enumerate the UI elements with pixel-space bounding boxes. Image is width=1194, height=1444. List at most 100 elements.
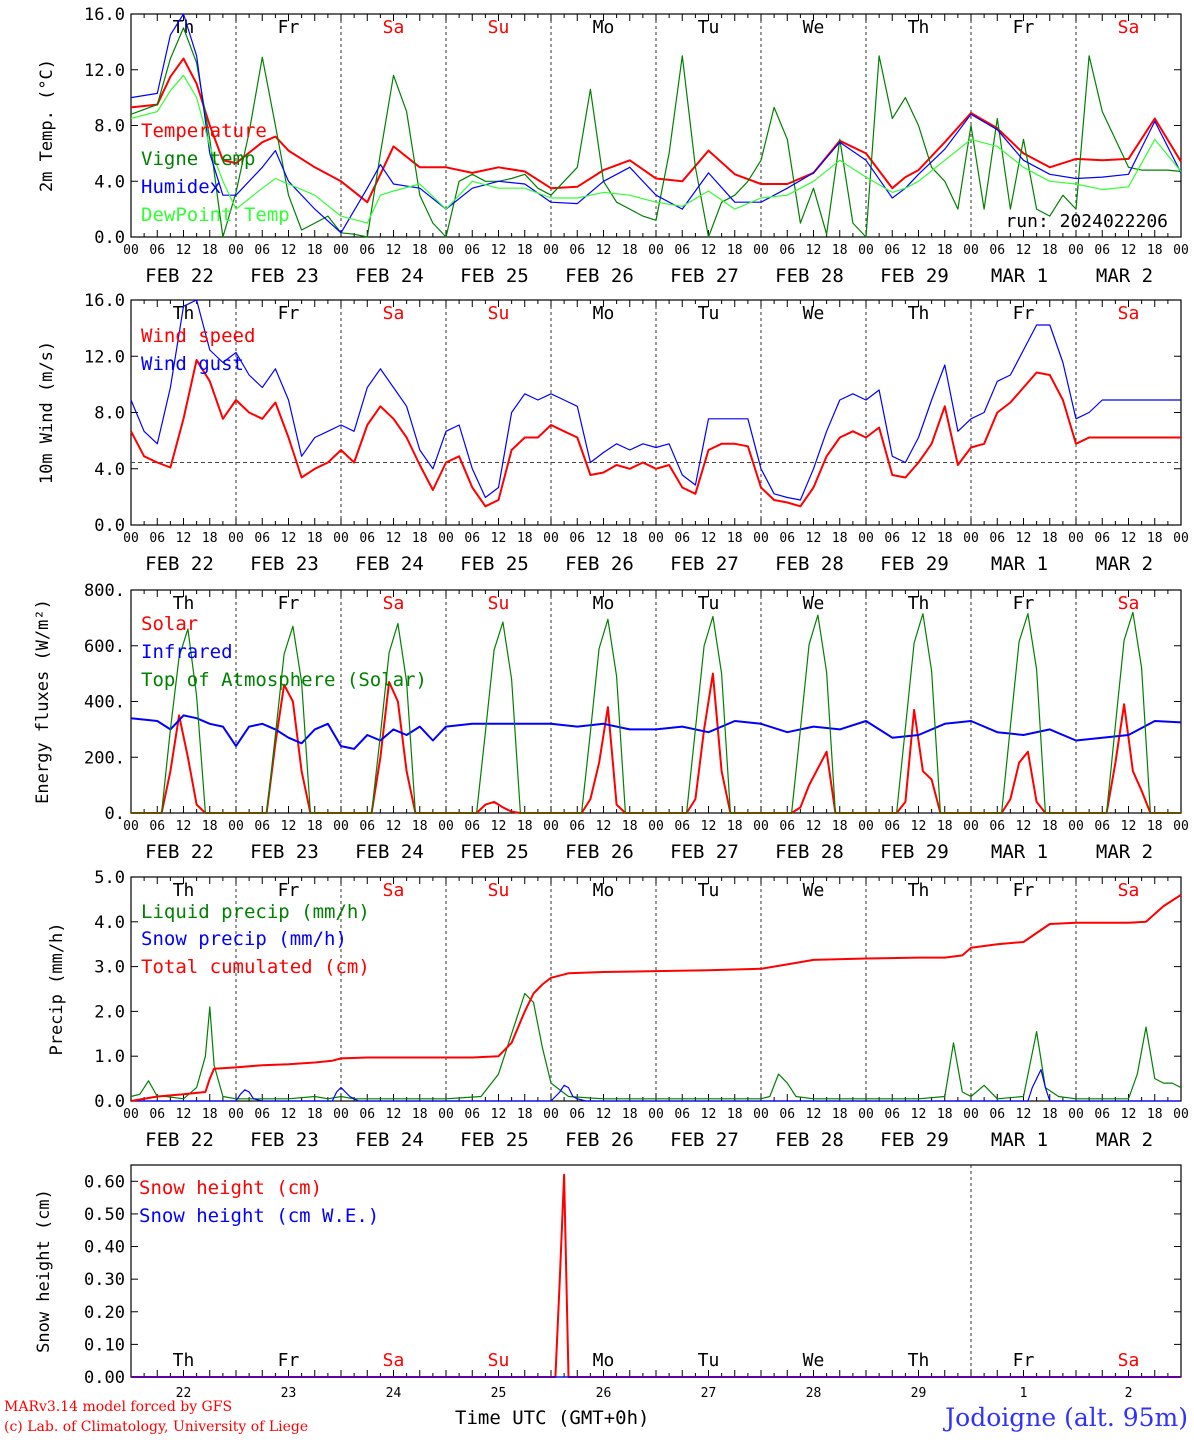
hour-tick-label: 18 <box>622 531 638 546</box>
y-tick-label: 12.0 <box>84 61 125 81</box>
hour-tick-label: 06 <box>674 243 690 258</box>
hour-tick-label: 18 <box>1042 243 1058 258</box>
day-abbr: Sa <box>1118 303 1140 324</box>
date-label: FEB 26 <box>565 1129 634 1151</box>
date-label: FEB 29 <box>880 841 949 863</box>
hour-tick-label: 00 <box>543 1107 559 1122</box>
hour-tick-label: 06 <box>569 243 585 258</box>
hour-tick-label: 00 <box>1068 819 1084 834</box>
date-label: FEB 27 <box>670 841 739 863</box>
y-tick-label: 0.10 <box>84 1335 125 1355</box>
date-label: MAR 2 <box>1096 1129 1153 1151</box>
hour-tick-label: 18 <box>202 243 218 258</box>
day-abbr: Th <box>173 880 195 901</box>
hour-tick-label: 00 <box>333 819 349 834</box>
legend-entry: Temperature <box>141 120 267 142</box>
hour-tick-label: 12 <box>701 1107 717 1122</box>
hour-tick-label: 00 <box>543 819 559 834</box>
legend-entry: Solar <box>141 613 198 635</box>
hour-tick-label: 18 <box>1147 531 1163 546</box>
hour-tick-label: 18 <box>1147 243 1163 258</box>
hour-tick-label: 06 <box>779 531 795 546</box>
hour-tick-label: 00 <box>648 531 664 546</box>
hour-tick-label: 18 <box>1147 819 1163 834</box>
legend-entry: Humidex <box>141 176 221 198</box>
day-abbr: Sa <box>1118 17 1140 38</box>
hour-tick-label: 00 <box>963 1107 979 1122</box>
hour-tick-label: 00 <box>858 819 874 834</box>
hour-tick-label: 00 <box>228 531 244 546</box>
hour-tick-label: 00 <box>1173 819 1189 834</box>
hour-tick-label: 00 <box>753 531 769 546</box>
date-short-label: 2 <box>1125 1386 1133 1401</box>
hour-tick-label: 00 <box>963 531 979 546</box>
hour-tick-label: 18 <box>832 531 848 546</box>
date-label: FEB 23 <box>250 553 319 575</box>
y-tick-label: 4.0 <box>94 172 125 192</box>
day-abbr: Mo <box>593 303 615 324</box>
hour-tick-label: 18 <box>622 1107 638 1122</box>
hour-tick-label: 12 <box>806 819 822 834</box>
day-abbr: Tu <box>698 303 720 324</box>
y-tick-label: 4.0 <box>94 913 125 933</box>
hour-tick-label: 12 <box>1016 531 1032 546</box>
date-label: FEB 24 <box>355 553 424 575</box>
hour-tick-label: 12 <box>176 819 192 834</box>
date-label: FEB 28 <box>775 265 844 287</box>
legend-entry: Wind gust <box>141 353 244 375</box>
y-tick-label: 0.50 <box>84 1205 125 1225</box>
hour-tick-label: 18 <box>517 531 533 546</box>
model-credit: MARv3.14 model forced by GFS <box>4 1399 233 1415</box>
hour-tick-label: 12 <box>1016 243 1032 258</box>
hour-tick-label: 06 <box>779 243 795 258</box>
y-tick-label: 0.40 <box>84 1238 125 1258</box>
legend-entry: Liquid precip (mm/h) <box>141 901 370 923</box>
date-label: FEB 24 <box>355 265 424 287</box>
panel-frame <box>130 299 1182 526</box>
y-tick-label: 5.0 <box>94 868 125 888</box>
hour-tick-label: 18 <box>622 243 638 258</box>
hour-tick-label: 12 <box>1121 531 1137 546</box>
hour-tick-label: 00 <box>753 819 769 834</box>
hour-tick-label: 18 <box>832 243 848 258</box>
date-label: FEB 28 <box>775 1129 844 1151</box>
y-tick-label: 0.0 <box>94 516 125 536</box>
hour-tick-label: 12 <box>176 243 192 258</box>
hour-tick-label: 06 <box>1094 243 1110 258</box>
series-line-wind-gust <box>130 299 1181 501</box>
y-tick-label: 16.0 <box>84 5 125 25</box>
series-line-snow-precip-mm-h- <box>131 1068 1181 1102</box>
legend-entry: Infrared <box>141 641 233 663</box>
hour-tick-label: 00 <box>438 1107 454 1122</box>
hour-tick-label: 18 <box>517 243 533 258</box>
hour-tick-label: 06 <box>1094 819 1110 834</box>
hour-tick-label: 12 <box>386 819 402 834</box>
hour-tick-label: 12 <box>911 1107 927 1122</box>
hour-tick-label: 00 <box>1068 531 1084 546</box>
hour-tick-label: 18 <box>307 819 323 834</box>
y-tick-label: 0.0 <box>94 228 125 248</box>
hour-tick-label: 06 <box>149 243 165 258</box>
day-abbr: We <box>803 1350 825 1371</box>
hour-tick-label: 06 <box>254 531 270 546</box>
x-axis-time-label: Time UTC (GMT+0h) <box>455 1407 650 1429</box>
day-abbr: Tu <box>698 1350 720 1371</box>
date-label: FEB 22 <box>145 265 214 287</box>
hour-tick-label: 06 <box>569 819 585 834</box>
date-label: FEB 24 <box>355 1129 424 1151</box>
hour-tick-label: 12 <box>596 531 612 546</box>
hour-tick-label: 18 <box>1147 1107 1163 1122</box>
legend-entry: Wind speed <box>141 325 255 347</box>
day-abbr: Th <box>908 303 930 324</box>
hour-tick-label: 12 <box>596 1107 612 1122</box>
date-short-label: 23 <box>281 1386 297 1401</box>
day-abbr: Su <box>488 1350 510 1371</box>
date-label: MAR 1 <box>991 553 1048 575</box>
hour-tick-label: 18 <box>1042 819 1058 834</box>
hour-tick-label: 06 <box>254 819 270 834</box>
day-abbr: Sa <box>1118 593 1140 614</box>
day-abbr: Fr <box>278 303 300 324</box>
hour-tick-label: 12 <box>911 243 927 258</box>
series-line-infrared <box>130 714 1182 750</box>
